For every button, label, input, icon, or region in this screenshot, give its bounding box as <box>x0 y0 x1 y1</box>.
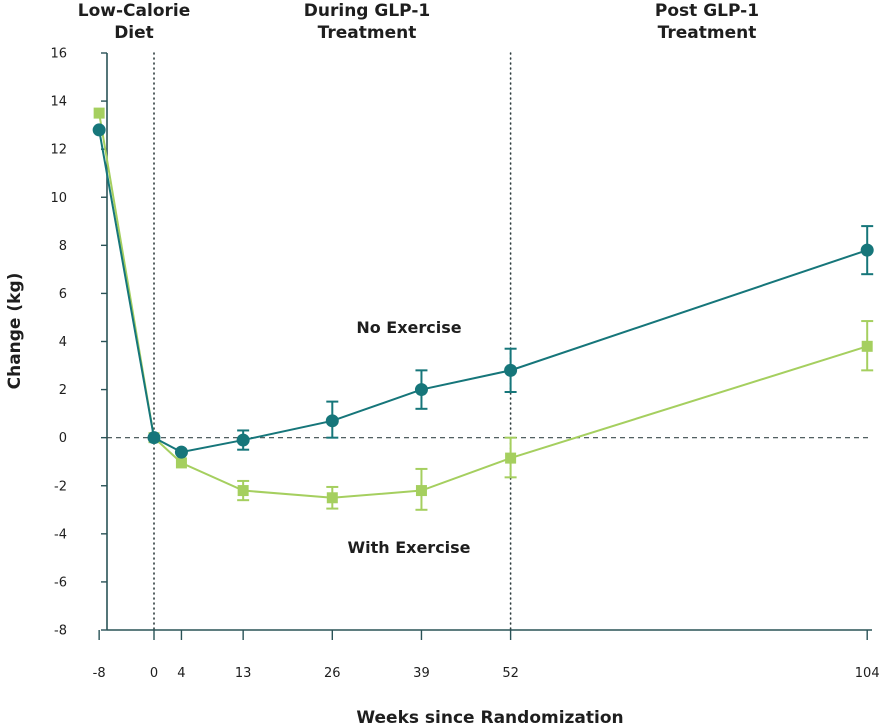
x-tick-label: 39 <box>413 666 430 681</box>
x-tick-label: 4 <box>177 666 185 681</box>
data-point <box>236 433 250 447</box>
series-line <box>98 112 868 499</box>
phase-label-2-line2: Treatment <box>658 23 757 43</box>
x-axis-title: Weeks since Randomization <box>356 708 623 725</box>
data-point <box>415 485 427 497</box>
series-1 <box>93 107 874 511</box>
series-line <box>98 129 868 454</box>
data-point <box>92 123 106 137</box>
x-tick-label: 104 <box>855 666 880 681</box>
y-tick-label: 12 <box>50 143 67 158</box>
series-0 <box>92 123 874 459</box>
y-tick-label: 2 <box>59 383 67 398</box>
series-label-no-exercise: No Exercise <box>356 318 461 337</box>
x-tick-label: 13 <box>235 666 252 681</box>
data-point <box>237 485 249 497</box>
data-point <box>147 431 161 445</box>
data-point <box>861 340 873 352</box>
data-point <box>174 445 188 459</box>
x-tick-label: 52 <box>502 666 519 681</box>
data-point <box>505 452 517 464</box>
axes: -8 -6 -4 -2 0 2 4 6 8 10 12 14 16 -8 0 4 13 26 39 52 104 <box>50 47 879 682</box>
y-tick-label: 0 <box>59 431 67 446</box>
data-point <box>414 383 428 397</box>
data-point <box>175 457 187 469</box>
series-layer <box>92 107 874 511</box>
y-tick-label: -2 <box>54 479 67 494</box>
data-point <box>326 492 338 504</box>
phase-label-1-line1: During GLP-1 <box>304 1 430 21</box>
y-tick-label: -8 <box>54 624 67 639</box>
y-tick-label: 14 <box>50 95 67 110</box>
data-point <box>325 414 339 428</box>
phase-label-0-line2: Diet <box>114 23 154 43</box>
y-tick-label: 16 <box>50 47 67 62</box>
data-point <box>860 243 874 257</box>
data-point <box>504 363 518 377</box>
series-label-with-exercise: With Exercise <box>347 538 470 557</box>
y-tick-label: -6 <box>54 575 67 590</box>
x-tick-label: -8 <box>93 666 106 681</box>
y-tick-label: 6 <box>59 287 67 302</box>
phase-label-0-line1: Low-Calorie <box>78 1 190 21</box>
y-tick-label: 10 <box>50 191 67 206</box>
data-point <box>93 107 105 119</box>
y-tick-label: -4 <box>54 527 67 542</box>
phase-label-1-line2: Treatment <box>318 23 417 43</box>
y-tick-label: 4 <box>59 335 67 350</box>
phase-dividers <box>153 52 512 631</box>
x-tick-label: 0 <box>150 666 158 681</box>
phase-label-2-line1: Post GLP-1 <box>655 1 759 21</box>
x-tick-label: 26 <box>324 666 341 681</box>
y-tick-label: 8 <box>59 239 67 254</box>
y-axis-title: Change (kg) <box>5 273 25 390</box>
